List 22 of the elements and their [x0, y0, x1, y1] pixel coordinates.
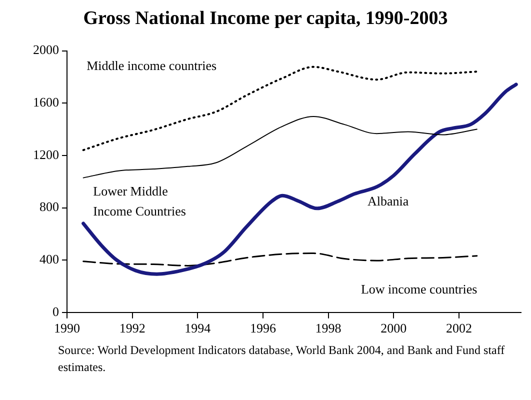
- y-tick-label: 1600: [33, 94, 59, 110]
- y-tick-label: 1200: [33, 146, 59, 162]
- y-tick-label: 0: [52, 304, 59, 319]
- x-tick-label: 2000: [380, 320, 407, 336]
- line-series: [82, 252, 478, 266]
- x-tick-label: 2002: [446, 320, 472, 336]
- y-tick-label: 2000: [33, 42, 59, 58]
- line-series: [82, 116, 478, 178]
- text: Middle income countries: [86, 58, 217, 73]
- line-series: [82, 82, 518, 276]
- y-tick-label: 400: [40, 252, 59, 266]
- series-label: Lower Middle Income Countries: [93, 183, 186, 218]
- y-tick-label: 800: [40, 199, 59, 214]
- x-tick-label: 1996: [250, 320, 276, 336]
- chart-title: Gross National Income per capita, 1990-2003: [82, 8, 449, 30]
- x-tick-label: 1994: [184, 320, 212, 336]
- x-tick-label: 1992: [119, 320, 146, 336]
- x-tick-label: 1990: [54, 320, 80, 336]
- source-note: Source: World Development Indicators database, World Bank 2004, and Bank and Fund staff estimates.: [58, 342, 506, 376]
- series-label: Low income countries: [360, 282, 478, 297]
- series-label: Albania: [367, 193, 409, 208]
- x-tick-label: 1998: [315, 320, 342, 336]
